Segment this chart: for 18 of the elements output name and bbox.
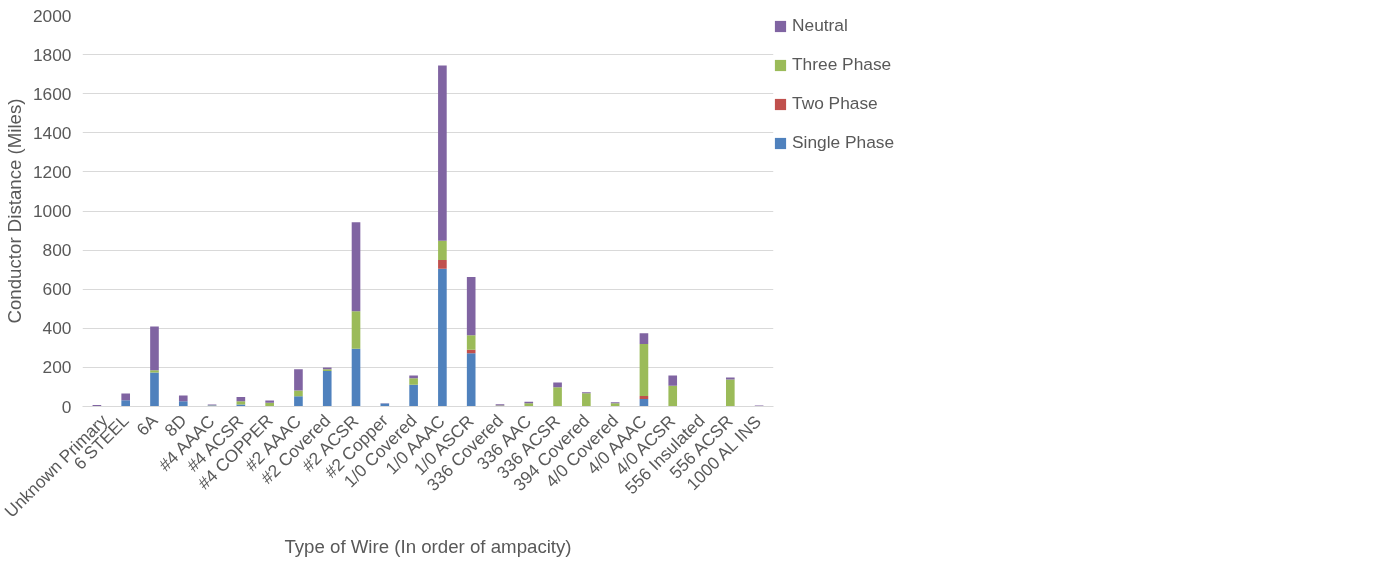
y-tick-label: 1200 xyxy=(32,161,72,182)
y-tick-label: 2000 xyxy=(32,5,72,26)
y-tick-label: 200 xyxy=(42,357,72,378)
legend-label: Neutral xyxy=(792,15,848,36)
legend-label: Two Phase xyxy=(792,93,878,114)
y-tick-label: 1000 xyxy=(32,201,72,221)
y-tick-label: 400 xyxy=(42,318,72,339)
x-tick-label: 6A xyxy=(132,410,162,440)
y-tick-label: 800 xyxy=(42,240,72,261)
y-tick-label: 0 xyxy=(61,396,72,417)
y-tick-label: 1600 xyxy=(32,83,72,104)
x-axis-title: Type of Wire (In order of ampacity) xyxy=(284,536,572,558)
y-tick-label: 1800 xyxy=(32,44,72,65)
y-tick-label: 1400 xyxy=(32,122,72,143)
legend-label: Single Phase xyxy=(792,132,895,153)
y-axis-title: Conductor Distance (Miles) xyxy=(3,98,25,324)
legend-label: Three Phase xyxy=(792,54,892,75)
y-tick-label: 600 xyxy=(42,279,72,300)
